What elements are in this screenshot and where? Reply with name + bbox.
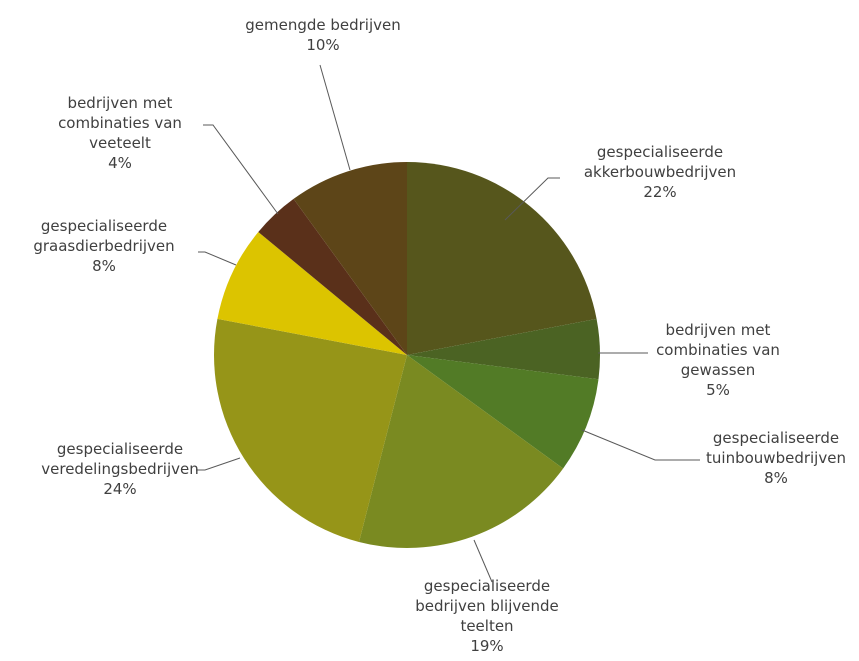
slice-category-label: tuinbouwbedrijven xyxy=(706,449,846,467)
slice-value-label: 5% xyxy=(706,381,730,399)
slice-category-label: bedrijven blijvende xyxy=(415,597,559,615)
slice-category-label: gespecialiseerde xyxy=(424,577,550,595)
slice-category-label: gewassen xyxy=(681,361,756,379)
leader-line xyxy=(198,252,236,265)
leader-line xyxy=(196,458,240,470)
slice-category-label: gemengde bedrijven xyxy=(245,16,401,34)
slice-category-label: akkerbouwbedrijven xyxy=(584,163,736,181)
slice-value-label: 22% xyxy=(643,183,676,201)
slice-category-label: veeteelt xyxy=(89,134,151,152)
slice-category-label: gespecialiseerde xyxy=(597,143,723,161)
slice-category-label: graasdierbedrijven xyxy=(33,237,174,255)
slice-category-label: veredelingsbedrijven xyxy=(41,460,199,478)
slice-category-label: teelten xyxy=(460,617,513,635)
slice-label: gespecialiseerde graasdierbedrijven 8% xyxy=(33,217,174,275)
slice-category-label: bedrijven met xyxy=(68,94,173,112)
slice-category-label: bedrijven met xyxy=(666,321,771,339)
slice-category-label: gespecialiseerde xyxy=(713,429,839,447)
slice-label: gespecialiseerde tuinbouwbedrijven 8% xyxy=(706,429,846,487)
leader-line xyxy=(320,65,350,170)
slice-value-label: 10% xyxy=(306,36,339,54)
slice-value-label: 19% xyxy=(470,637,503,655)
leader-line xyxy=(582,430,700,460)
slice-label: gemengde bedrijven 10% xyxy=(245,16,401,54)
slice-value-label: 8% xyxy=(764,469,788,487)
slice-label: bedrijven met combinaties van veeteelt 4% xyxy=(58,94,182,172)
slice-value-label: 8% xyxy=(92,257,116,275)
slice-label: gespecialiseerde veredelingsbedrijven 24% xyxy=(41,440,199,498)
slice-category-label: combinaties van xyxy=(58,114,182,132)
slice-value-label: 4% xyxy=(108,154,132,172)
leader-line xyxy=(203,125,278,214)
slice-value-label: 24% xyxy=(103,480,136,498)
slice-label: gespecialiseerde akkerbouwbedrijven 22% xyxy=(584,143,736,201)
slice-label: gespecialiseerde bedrijven blijvende teelt… xyxy=(415,577,559,655)
leader-line xyxy=(474,540,492,582)
slice-category-label: gespecialiseerde xyxy=(41,217,167,235)
slice-label: bedrijven met combinaties van gewassen 5% xyxy=(656,321,780,399)
slice-category-label: gespecialiseerde xyxy=(57,440,183,458)
pie-slices xyxy=(214,162,600,548)
slice-category-label: combinaties van xyxy=(656,341,780,359)
